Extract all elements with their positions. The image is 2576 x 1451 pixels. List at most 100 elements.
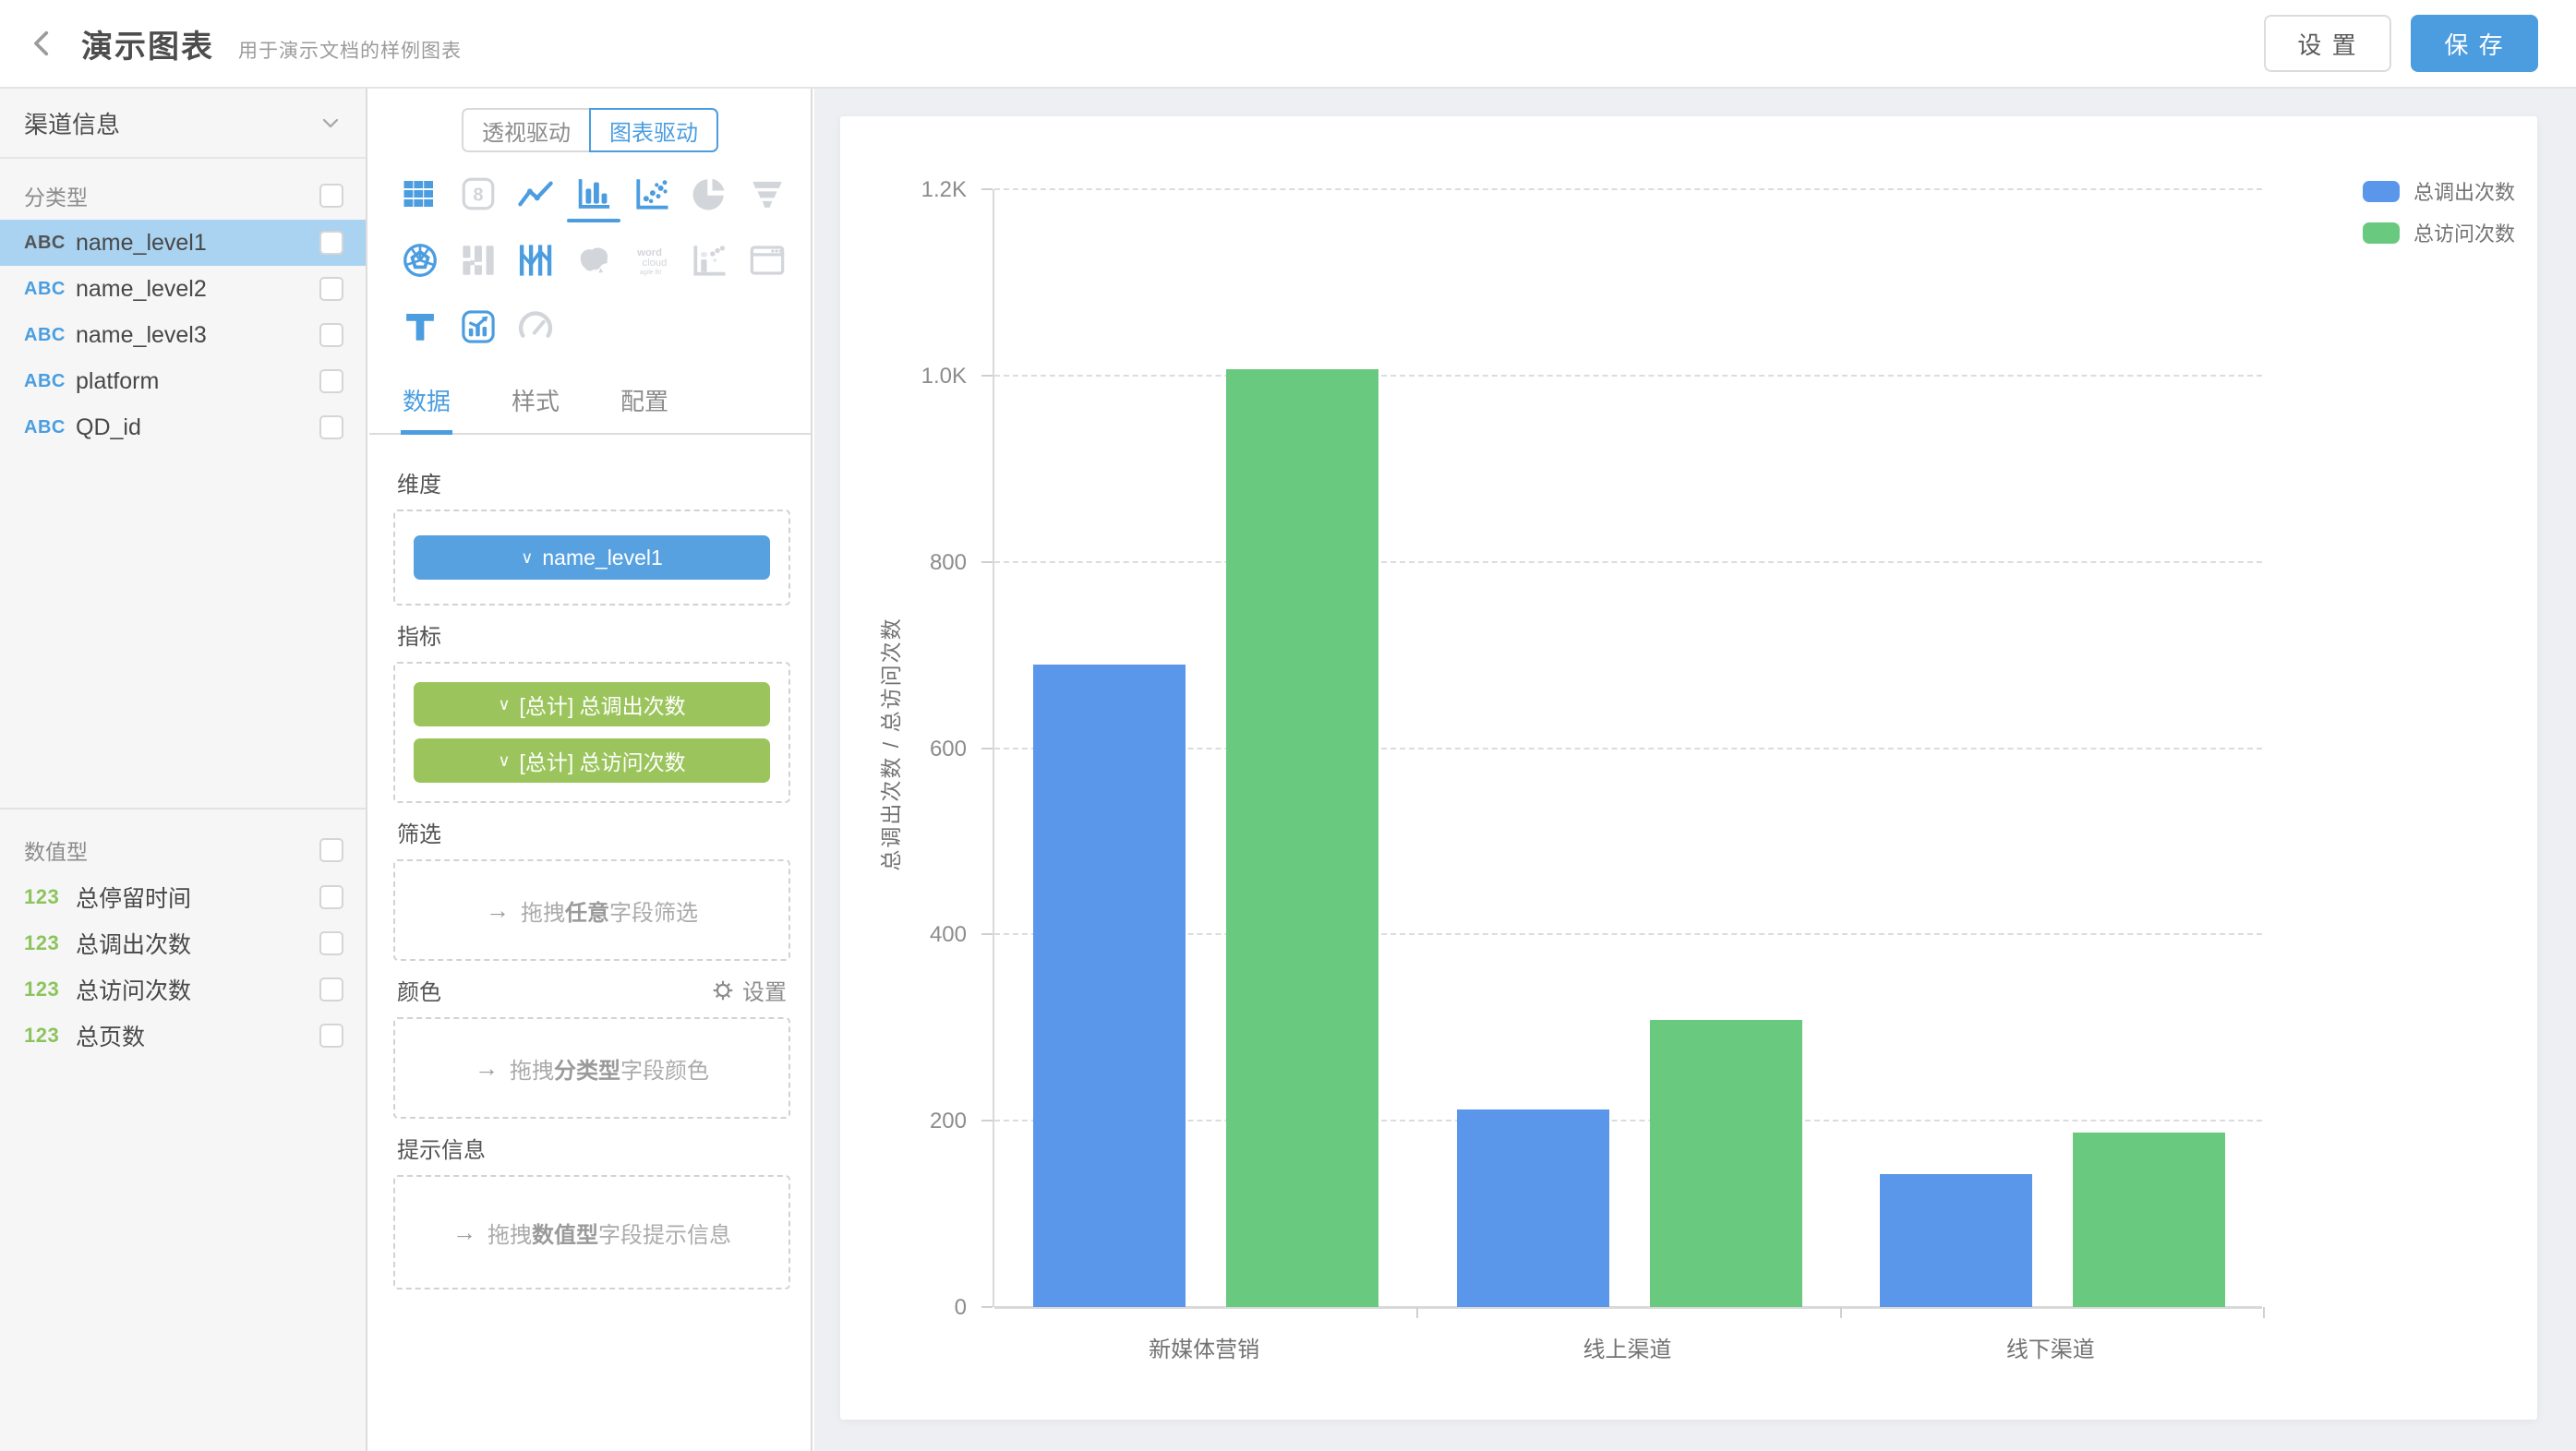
category-section-label: 分类型 [24, 186, 88, 210]
x-axis-labels: 新媒体营销 线上渠道 线下渠道 [993, 1331, 2262, 1362]
color-settings-button[interactable]: 设置 [711, 974, 787, 1006]
text-type-icon: ABC [24, 232, 66, 253]
bar-总访问次数-新媒体营销[interactable] [1226, 368, 1379, 1307]
chart-type-scatter-chart-icon[interactable] [622, 174, 680, 222]
bar-总访问次数-线下渠道[interactable] [2072, 1133, 2225, 1307]
chevron-down-icon: ∨ [498, 750, 511, 770]
dimension-dropzone[interactable]: ∨ name_level1 [393, 510, 790, 606]
bar-总访问次数-线上渠道[interactable] [1649, 1020, 1802, 1307]
pill-label: name_level1 [542, 545, 663, 570]
field-checkbox[interactable] [319, 231, 343, 255]
panel-tab-样式[interactable]: 样式 [512, 388, 560, 415]
field-row-总访问次数[interactable]: 123 总访问次数 [0, 966, 366, 1013]
y-axis-tick [981, 374, 993, 377]
field-checkbox[interactable] [319, 277, 343, 301]
field-row-QD_id[interactable]: ABC QD_id [0, 404, 366, 450]
chart-type-combo-chart-icon[interactable] [450, 307, 508, 355]
y-axis-tick [981, 188, 993, 190]
chart-type-radar-chart-icon[interactable] [391, 241, 450, 289]
field-row-name_level1[interactable]: ABC name_level1 [0, 220, 366, 266]
filter-label: 筛选 [397, 822, 441, 847]
dimension-pill[interactable]: ∨ name_level1 [414, 535, 770, 580]
chart-type-web-frame-icon[interactable] [738, 241, 796, 289]
chart-type-funnel-chart-icon[interactable] [738, 174, 796, 222]
legend-item-总访问次数[interactable]: 总访问次数 [2362, 219, 2515, 246]
field-checkbox[interactable] [319, 885, 343, 909]
metric-label: 指标 [397, 625, 441, 650]
legend-label: 总调出次数 [2413, 181, 2515, 204]
chart-type-waterfall-chart-icon[interactable] [680, 241, 739, 289]
gridline [994, 560, 2262, 563]
chart-type-parallel-chart-icon[interactable] [507, 241, 565, 289]
field-row-name_level2[interactable]: ABC name_level2 [0, 266, 366, 312]
field-checkbox[interactable] [319, 415, 343, 439]
back-button[interactable] [24, 25, 61, 62]
metric-pill[interactable]: ∨ [总计] 总调出次数 [414, 682, 770, 726]
y-axis-tick [981, 1306, 993, 1308]
legend-swatch [2362, 180, 2400, 202]
bar-总调出次数-线下渠道[interactable] [1879, 1173, 2032, 1307]
chart-type-table-icon[interactable] [391, 174, 450, 222]
mode-tab-图表驱动[interactable]: 图表驱动 [589, 108, 718, 152]
chart-type-bar-chart-icon[interactable] [565, 174, 623, 222]
field-row-name_level3[interactable]: ABC name_level3 [0, 312, 366, 358]
page-title: 演示图表 [81, 29, 214, 65]
field-checkbox[interactable] [319, 931, 343, 955]
y-axis-tick [981, 933, 993, 936]
chart-type-line-chart-icon[interactable] [507, 174, 565, 222]
metric-section: 指标 ∨ [总计] 总调出次数 ∨ [总计] 总访问次数 [393, 618, 790, 803]
dataset-selector[interactable]: 渠道信息 [0, 89, 366, 159]
chart-canvas: 总调出次数 总访问次数 总调出次数 / 总访问次数 0 200 400 600 800 1.… [814, 89, 2576, 1451]
gridline [994, 933, 2262, 936]
save-button[interactable]: 保 存 [2411, 15, 2538, 72]
chart-type-number-card-icon[interactable]: 8 [450, 174, 508, 222]
legend-item-总调出次数[interactable]: 总调出次数 [2362, 177, 2515, 205]
chart-type-text-card-icon[interactable] [391, 307, 450, 355]
arrow-right-icon: → [486, 895, 510, 924]
mode-tab-透视驱动[interactable]: 透视驱动 [462, 108, 589, 152]
category-select-all-checkbox[interactable] [319, 184, 343, 208]
field-checkbox[interactable] [319, 369, 343, 393]
chart-config-panel: 透视驱动 图表驱动 8 word cloud agile BI 数据 样式 配置 维度 ∨ n… [369, 89, 813, 1451]
text-type-icon: ABC [24, 278, 66, 299]
field-row-总调出次数[interactable]: 123 总调出次数 [0, 920, 366, 966]
x-category-label: 线下渠道 [2005, 1337, 2095, 1362]
chart-type-pie-chart-icon[interactable] [680, 174, 739, 222]
field-checkbox[interactable] [319, 1024, 343, 1048]
chart-type-map-chart-icon[interactable] [565, 241, 623, 289]
y-tick-label: 200 [929, 1109, 967, 1134]
field-name: name_level2 [76, 275, 207, 302]
field-name: 总调出次数 [76, 932, 192, 958]
panel-tab-数据[interactable]: 数据 [401, 372, 453, 435]
field-checkbox[interactable] [319, 323, 343, 347]
category-section-header: 分类型 [0, 172, 366, 220]
bar-总调出次数-新媒体营销[interactable] [1033, 664, 1186, 1307]
dimension-section: 维度 ∨ name_level1 [393, 466, 790, 606]
text-type-icon: ABC [24, 416, 66, 438]
settings-button[interactable]: 设 置 [2264, 15, 2391, 72]
filter-dropzone[interactable]: → 拖拽 任意 字段筛选 [393, 859, 790, 961]
y-axis-tick [981, 560, 993, 563]
field-name: 总页数 [76, 1025, 146, 1050]
x-axis-tick [1839, 1307, 1842, 1318]
field-checkbox[interactable] [319, 977, 343, 1001]
tooltip-dropzone[interactable]: → 拖拽 数值型 字段提示信息 [393, 1175, 790, 1289]
panel-tabs: 数据 样式 配置 [369, 372, 811, 435]
arrow-right-icon: → [475, 1053, 499, 1082]
field-row-platform[interactable]: ABC platform [0, 358, 366, 404]
field-row-总页数[interactable]: 123 总页数 [0, 1013, 366, 1059]
chart-type-gauge-chart-icon[interactable] [507, 307, 565, 355]
numeric-type-icon: 123 [24, 885, 60, 908]
x-axis-tick [2263, 1307, 2265, 1318]
field-name: 总停留时间 [76, 886, 192, 912]
chart-type-word-cloud-icon[interactable]: word cloud agile BI [622, 241, 680, 289]
color-dropzone[interactable]: → 拖拽 分类型 字段颜色 [393, 1017, 790, 1119]
metric-pill[interactable]: ∨ [总计] 总访问次数 [414, 738, 770, 783]
gridline [994, 1120, 2262, 1122]
numeric-select-all-checkbox[interactable] [319, 838, 343, 862]
metric-dropzone[interactable]: ∨ [总计] 总调出次数 ∨ [总计] 总访问次数 [393, 662, 790, 803]
chart-type-flow-layout-icon[interactable] [450, 241, 508, 289]
bar-总调出次数-线上渠道[interactable] [1456, 1109, 1609, 1307]
panel-tab-配置[interactable]: 配置 [620, 388, 669, 415]
field-row-总停留时间[interactable]: 123 总停留时间 [0, 874, 366, 920]
